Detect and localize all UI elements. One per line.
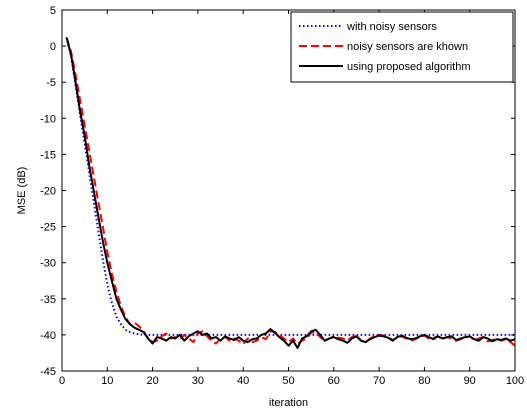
tick-layer: 0 10 20 30 40 50 60 70 80 90 10050-5-10-15-20-25-3… bbox=[40, 5, 524, 387]
x-axis-label: iteration bbox=[269, 397, 308, 409]
x-tick-label: 90 bbox=[464, 375, 476, 387]
x-tick-label: 20 bbox=[146, 375, 158, 387]
x-tick-label: 50 bbox=[282, 375, 294, 387]
series-line-3 bbox=[65, 37, 516, 349]
y-tick-label: -45 bbox=[40, 366, 56, 378]
y-tick-label: -30 bbox=[40, 258, 56, 270]
y-tick-label: -10 bbox=[40, 113, 56, 125]
y-tick-label: -40 bbox=[40, 330, 56, 342]
y-tick-label: -5 bbox=[46, 77, 56, 89]
x-tick-label: 0 bbox=[59, 375, 65, 387]
legend-label-1: with noisy sensors bbox=[346, 21, 437, 33]
series-layer bbox=[65, 37, 516, 349]
x-tick-label: 100 bbox=[506, 375, 524, 387]
x-tick-label: 30 bbox=[192, 375, 204, 387]
y-tick-label: 5 bbox=[50, 5, 56, 17]
x-tick-label: 80 bbox=[418, 375, 430, 387]
y-tick-label: -20 bbox=[40, 186, 56, 198]
y-tick-label: -15 bbox=[40, 149, 56, 161]
y-tick-label: -25 bbox=[40, 222, 56, 234]
x-tick-label: 70 bbox=[373, 375, 385, 387]
legend-label-2: noisy sensors are khown bbox=[347, 41, 468, 53]
x-tick-label: 10 bbox=[101, 375, 113, 387]
y-tick-label: -35 bbox=[40, 294, 56, 306]
x-tick-label: 60 bbox=[328, 375, 340, 387]
y-axis-label: MSE (dB) bbox=[16, 167, 28, 215]
y-tick-label: 0 bbox=[50, 41, 56, 53]
legend-label-3: using proposed algorithm bbox=[347, 61, 471, 73]
series-line-1 bbox=[65, 37, 515, 336]
x-tick-label: 40 bbox=[237, 375, 249, 387]
legend: with noisy sensors noisy sensors are khow… bbox=[290, 11, 514, 83]
